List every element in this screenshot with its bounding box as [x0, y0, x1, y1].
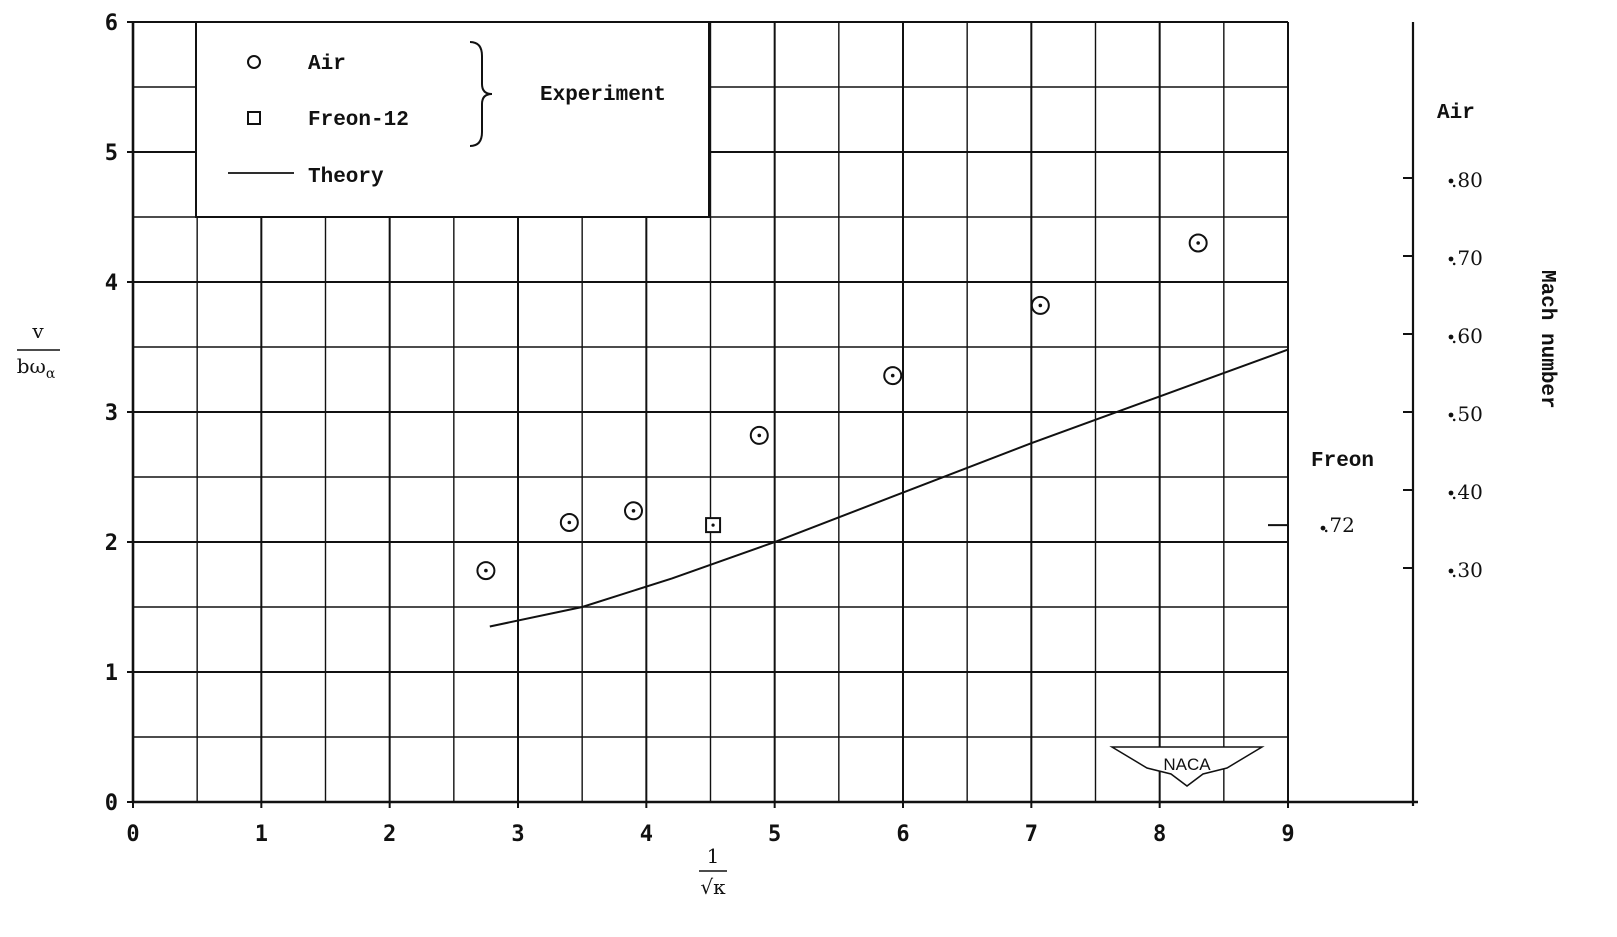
air-marker-dot	[631, 509, 636, 513]
x-axis-label-denominator: √κ	[700, 875, 726, 899]
legend-freon-label: Freon-12	[308, 109, 409, 132]
legend-air-marker	[247, 55, 261, 69]
right-freon-tick-dot	[1320, 525, 1326, 531]
legend-air-label: Air	[308, 53, 346, 76]
axes: 0 1 2 3 4 5 6 7 8 9 0 1 2 3 4 5 6	[105, 11, 1418, 847]
freon-marker-dot	[711, 523, 715, 527]
legend-box	[195, 21, 710, 218]
y-axis-label-subscript: α	[46, 366, 56, 382]
right-axis-tick-dot	[1448, 256, 1454, 262]
air-data-point	[559, 513, 579, 532]
naca-logo: NACA	[1109, 746, 1265, 787]
freon-data-point	[705, 517, 722, 534]
legend: Air Freon-12 Theory Experiment	[195, 21, 710, 218]
y-axis-label-den-main: bω	[17, 354, 46, 378]
x-tick-label: 1	[255, 822, 268, 847]
x-tick-label: 4	[640, 822, 653, 847]
x-tick-label: 6	[896, 822, 909, 847]
air-marker-dot	[1038, 303, 1043, 308]
air-data-point	[1188, 233, 1208, 253]
legend-experiment-label: Experiment	[540, 84, 666, 107]
y-tick-label: 6	[105, 11, 118, 36]
x-tick-label: 5	[768, 822, 781, 847]
right-axis-tick-dot	[1448, 568, 1454, 574]
naca-logo-text: NACA	[1163, 755, 1211, 774]
right-axis-tick-dot	[1448, 178, 1454, 184]
theory-line	[489, 348, 1289, 628]
y-tick-label: 5	[105, 141, 118, 166]
right-axis-tick-label: .50	[1451, 402, 1483, 426]
legend-theory-label: Theory	[308, 166, 384, 189]
naca-logo-wings	[1109, 746, 1265, 787]
x-tick-label: 2	[383, 822, 396, 847]
right-axis-tick-dot	[1448, 334, 1454, 340]
right-axis-air-label: Air	[1437, 102, 1475, 125]
legend-freon-marker	[247, 111, 261, 125]
right-axis-tick-label: .70	[1451, 246, 1483, 270]
air-marker-dot	[890, 373, 895, 378]
y-axis-label-numerator: v	[31, 319, 44, 343]
right-axis-freon-tick-label: .72	[1323, 513, 1355, 537]
air-data-point	[476, 561, 496, 581]
y-tick-label: 2	[105, 531, 118, 556]
right-axis-tick-label: .80	[1451, 168, 1483, 192]
x-axis-label-numerator: 1	[707, 844, 720, 868]
y-axis-label-denominator: bωα	[17, 354, 56, 382]
y-tick-label: 1	[105, 661, 118, 686]
right-axis-tick-label: .40	[1451, 480, 1483, 504]
y-tick-label: 3	[105, 401, 118, 426]
right-axis-freon-label: Freon	[1311, 450, 1374, 473]
y-tick-label: 0	[105, 791, 118, 816]
air-marker-dot	[1196, 241, 1200, 245]
y-tick-label: 4	[105, 271, 118, 296]
x-tick-label: 0	[126, 822, 139, 847]
right-axis-title: Mach number	[1535, 270, 1558, 409]
right-axis-tick-dot	[1448, 490, 1454, 496]
air-marker-dot	[757, 433, 762, 438]
x-tick-label: 8	[1153, 822, 1166, 847]
axis-labels: 1 √κ v bωα	[17, 319, 727, 899]
air-marker-dot	[484, 568, 488, 573]
air-marker-dot	[567, 520, 572, 525]
right-axis-tick-dot	[1448, 412, 1454, 418]
air-data-point	[1030, 295, 1050, 315]
data-layer	[476, 233, 1289, 628]
air-data-point	[624, 501, 643, 521]
x-tick-label: 7	[1025, 822, 1038, 847]
x-tick-label: 3	[511, 822, 524, 847]
air-data-point	[749, 425, 769, 445]
right-axis-tick-label: .60	[1451, 324, 1483, 348]
right-axis-tick-label: .30	[1451, 558, 1483, 582]
x-tick-label: 9	[1281, 822, 1294, 847]
legend-brace	[469, 41, 493, 147]
right-axis: Air Freon .72 Mach number .80 .70 .60 .50 .4…	[1268, 22, 1558, 806]
air-data-point	[883, 366, 903, 386]
